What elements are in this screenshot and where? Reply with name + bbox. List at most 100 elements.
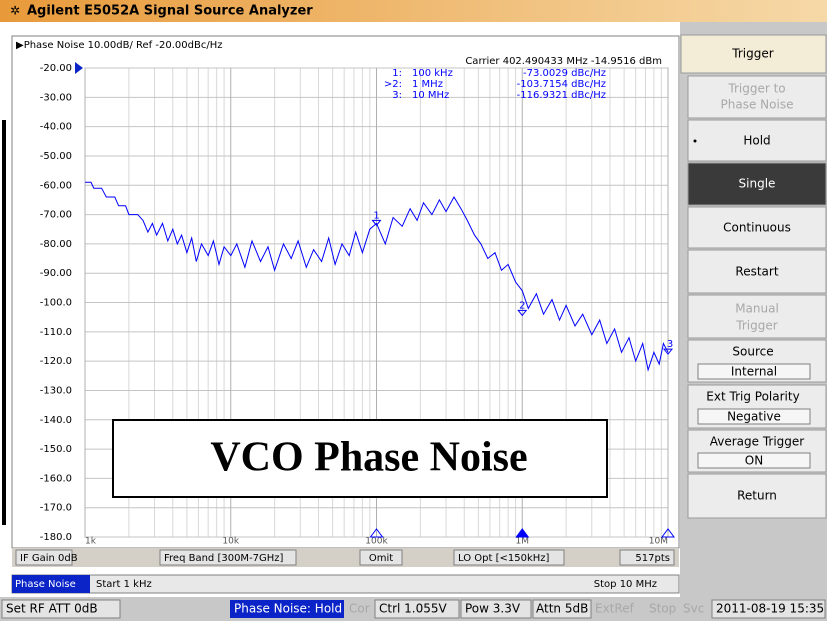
softkey-label: ON: [745, 454, 763, 468]
x-tick-label: 100k: [365, 537, 388, 547]
bottom-text: Stop: [649, 602, 676, 616]
trace-header: ▶Phase Noise 10.00dB/ Ref -20.00dBc/Hz: [16, 40, 222, 51]
y-tick-label: -30.00: [40, 92, 72, 103]
softkey-label: Phase Noise: [721, 98, 794, 112]
status-cell: [159, 549, 297, 566]
x-tick-label: 10M: [649, 537, 668, 547]
y-tick-label: -20.00: [40, 63, 72, 74]
bottom-text: 2011-08-19 15:35: [716, 602, 824, 616]
status-text: Omit: [369, 553, 393, 564]
softkey-label: Internal: [731, 365, 777, 379]
marker-freq: 100 kHz: [412, 68, 453, 79]
softkey-label: Hold: [743, 134, 770, 148]
y-tick-label: -70.00: [40, 210, 72, 221]
status-text: Freq Band [300M-7GHz]: [164, 553, 284, 564]
marker-freq: 10 MHz: [412, 90, 449, 101]
softkey-label: Trigger to: [727, 82, 785, 96]
bottom-cell: [711, 599, 826, 619]
start-text: Start 1 kHz: [96, 579, 152, 590]
softkey-label: Single: [739, 177, 776, 191]
softkey[interactable]: [687, 75, 827, 119]
bottom-text: Set RF ATT 0dB: [6, 602, 98, 616]
x-tick-label: 10k: [222, 537, 239, 547]
marker-triangle: [515, 528, 530, 538]
marker-num: 3:: [392, 90, 402, 101]
bottom-text: Phase Noise: Hold: [234, 602, 342, 616]
marker-reading: -103.7154 dBc/Hz: [517, 79, 606, 90]
y-tick-label: -150.0: [40, 444, 72, 455]
marker-triangle: [661, 528, 675, 538]
softkey-label: Restart: [735, 265, 778, 279]
bottom-text: Attn 5dB: [536, 602, 588, 616]
status-text: IF Gain 0dB: [20, 553, 78, 564]
y-tick-label: -180.0: [40, 532, 72, 543]
overlay-text: VCO Phase Noise: [210, 435, 527, 481]
trace: [85, 181, 669, 372]
status-bar: [12, 548, 679, 567]
softkey-label: Source: [732, 345, 773, 359]
y-tick-label: -40.00: [40, 122, 72, 133]
menu-title-text: Trigger: [731, 47, 773, 61]
selected-dot: [693, 139, 697, 143]
status-text: LO Opt [<150kHz]: [458, 553, 550, 564]
marker-triangle: [369, 528, 384, 538]
x-tick-label: 1M: [516, 537, 530, 547]
softkey-label: Negative: [727, 410, 781, 424]
softkey-field: [697, 363, 811, 380]
softkey-label: Ext Trig Polarity: [706, 390, 799, 404]
window-title: Agilent E5052A Signal Source Analyzer: [27, 4, 313, 19]
marker-point: [371, 219, 382, 227]
status-text: 517pts: [635, 553, 670, 564]
y-tick-label: -110.0: [40, 327, 72, 338]
marker-num: 1:: [392, 68, 402, 79]
stop-text: Stop 10 MHz: [594, 579, 657, 590]
y-tick-label: -170.0: [40, 503, 72, 514]
bottom-cell: [532, 599, 592, 619]
bottom-cell: [374, 599, 460, 619]
softkey[interactable]: [687, 119, 827, 162]
overlay-box: [112, 419, 608, 498]
y-tick-label: -80.00: [40, 239, 72, 250]
y-tick-label: -90.00: [40, 268, 72, 279]
menu-title: [680, 34, 827, 74]
bottom-cell: [460, 599, 532, 619]
softkey[interactable]: [687, 162, 827, 206]
softkey[interactable]: [687, 294, 827, 339]
status-cell: [619, 549, 675, 566]
carrier-readout: Carrier 402.490433 MHz -14.9516 dBm: [465, 56, 662, 67]
trace-tab-text: Phase Noise: [15, 579, 76, 590]
marker-point: [662, 348, 674, 355]
y-tick-label: -50.00: [40, 151, 72, 162]
softkey-field: [697, 452, 811, 469]
status-cell: [359, 549, 403, 566]
marker-freq: 1 MHz: [412, 79, 443, 90]
bottom-text: Pow 3.3V: [465, 602, 521, 616]
bottom-cell: [1, 599, 121, 619]
marker-label: 2: [519, 300, 525, 311]
softkey-field: [697, 408, 811, 425]
y-tick-label: -100.0: [40, 298, 72, 309]
title-icon: ✲: [10, 4, 20, 18]
bottom-text: ExtRef: [595, 602, 635, 616]
softkey-label: Manual: [735, 302, 779, 316]
softkey[interactable]: [687, 249, 827, 294]
softkey-label: Continuous: [723, 221, 791, 235]
trace-tab: [12, 575, 90, 593]
softkey-label: Trigger: [735, 319, 777, 333]
softkey-panel: Trigger Trigger to Phase Noise Hold Sing…: [680, 22, 827, 597]
marker-label: 1: [373, 210, 379, 221]
y-tick-label: -60.00: [40, 180, 72, 191]
ref-arrow: [75, 62, 83, 74]
bottom-text: Cor: [349, 602, 370, 616]
status-cell: [453, 549, 565, 566]
marker-reading: -116.9321 dBc/Hz: [517, 90, 606, 101]
bottom-text: Ctrl 1.055V: [379, 602, 448, 616]
softkey[interactable]: [687, 206, 827, 249]
softkey-label: Average Trigger: [710, 435, 805, 449]
bottom-cell: [230, 600, 344, 618]
marker-reading: -73.0029 dBc/Hz: [523, 68, 606, 79]
y-tick-label: -140.0: [40, 415, 72, 426]
softkey-label: Return: [737, 489, 777, 503]
softkey[interactable]: [687, 473, 827, 519]
